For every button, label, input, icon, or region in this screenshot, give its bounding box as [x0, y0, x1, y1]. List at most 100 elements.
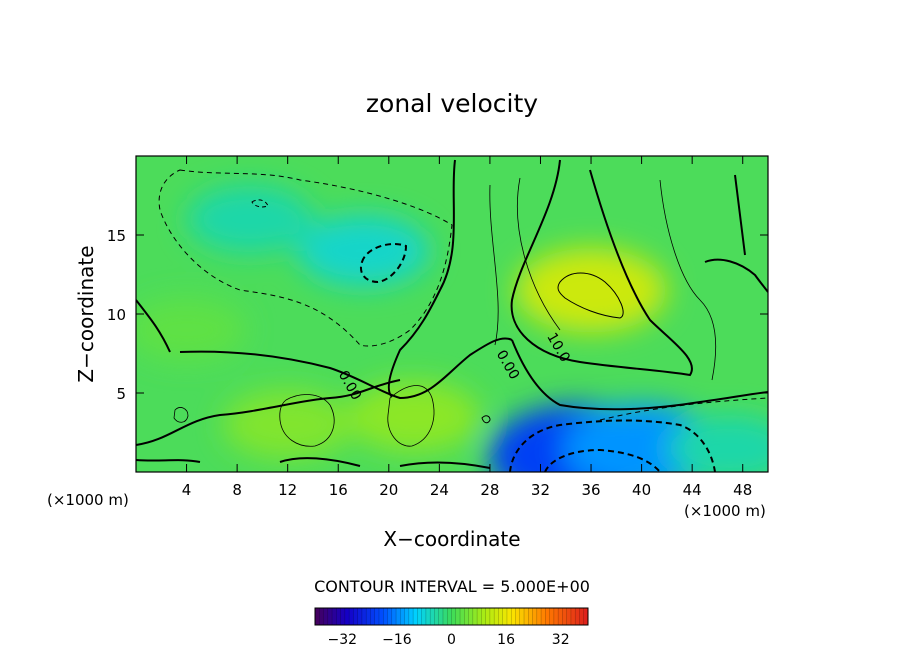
colorbar-cell [374, 608, 380, 625]
colorbar-cell [570, 608, 576, 625]
colorbar-cell [545, 608, 551, 625]
colorbar-cell [532, 608, 538, 625]
colorbar-cell [579, 608, 585, 625]
colorbar-cell [511, 608, 516, 625]
colorbar-cell [447, 608, 452, 625]
contour-interval-text: CONTOUR INTERVAL = 5.000E+00 [314, 577, 590, 596]
colorbar-cell [361, 608, 367, 625]
y-tick-label: 15 [107, 227, 126, 245]
colorbar-cell [506, 608, 512, 625]
x-tick-label: 12 [278, 481, 297, 499]
colorbar-cell [472, 608, 478, 625]
colorbar-tick-label: 16 [497, 632, 515, 648]
field-feature [347, 381, 481, 453]
contour-lines [136, 159, 768, 472]
colorbar-cell [442, 608, 448, 625]
colorbar-cell [536, 608, 542, 625]
x-tick-label: 44 [683, 481, 702, 499]
x-tick-label: 40 [632, 481, 651, 499]
colorbar-cell [566, 608, 572, 625]
colorbar-cell [558, 608, 563, 625]
field-feature [515, 247, 667, 333]
colorbar-cell [438, 608, 444, 625]
x-axis-label: X−coordinate [383, 527, 520, 551]
colorbar-tick-label: −16 [382, 632, 412, 648]
colorbar-cell [485, 608, 491, 625]
field-feature [297, 215, 430, 287]
colorbar-cell [332, 608, 337, 625]
colorbar-cell [460, 608, 465, 625]
colorbar-cell [434, 608, 440, 625]
colorbar-cell [425, 608, 431, 625]
colorbar-cell [378, 608, 384, 625]
colorbar-cell [421, 608, 427, 625]
colorbar-cell [319, 608, 324, 625]
x-tick-label: 4 [182, 481, 192, 499]
x-tick-label: 28 [480, 481, 499, 499]
x-unit-label-right: (×1000 m) [684, 502, 766, 520]
colorbar-tick-label: 32 [552, 632, 570, 648]
x-tick-label: 36 [581, 481, 600, 499]
y-tick-label: 5 [116, 385, 126, 403]
colorbar-cell [383, 608, 388, 625]
colorbar-cell [477, 608, 482, 625]
x-tick-label: 16 [329, 481, 348, 499]
colorbar-cell [400, 608, 405, 625]
x-unit-label-left: (×1000 m) [47, 491, 129, 509]
colorbar-frame [314, 607, 589, 626]
colorbar-cell [357, 608, 363, 625]
colorbar-cell [575, 608, 580, 625]
x-tick-label: 48 [733, 481, 752, 499]
x-tick-label: 24 [430, 481, 449, 499]
colorbar-cell [336, 608, 341, 625]
colorbar-cell [340, 608, 346, 625]
colorbar-cell [366, 608, 371, 625]
colorbar-cell [327, 608, 333, 625]
colorbar: −32 −16 0 16 32 [314, 607, 589, 648]
colorbar-cell [387, 608, 393, 625]
colorbar-cell [391, 608, 397, 625]
colorbar-cell [549, 608, 555, 625]
y-tick-label: 10 [107, 306, 126, 324]
x-tick-label: 8 [232, 481, 242, 499]
colorbar-cell [583, 608, 589, 625]
colorbar-cell [417, 608, 423, 625]
colorbar-tick-label: −32 [328, 632, 358, 648]
x-tick-label: 20 [379, 481, 398, 499]
colorbar-cell [498, 608, 504, 625]
colorbar-cell [413, 608, 418, 625]
colorbar-cell [464, 608, 469, 625]
colorbar-cell [553, 608, 559, 625]
colorbar-cell [451, 608, 457, 625]
colorbar-cell [468, 608, 474, 625]
velocity-field [136, 185, 768, 472]
colorbar-cell [494, 608, 499, 625]
colorbar-cell [344, 608, 350, 625]
field-feature [136, 298, 247, 362]
colorbar-cell [370, 608, 376, 625]
colorbar-cell [481, 608, 487, 625]
field-feature [667, 414, 768, 472]
colorbar-cell [524, 608, 529, 625]
colorbar-cell [528, 608, 533, 625]
field-feature [223, 390, 353, 460]
y-axis-label: Z−coordinate [74, 245, 98, 382]
colorbar-cell [315, 608, 320, 625]
colorbar-cell [408, 608, 414, 625]
colorbar-cell [396, 608, 401, 625]
colorbar-cell [541, 608, 546, 625]
field-feature [186, 185, 313, 253]
colorbar-cell [455, 608, 461, 625]
colorbar-cell [353, 608, 359, 625]
chart-title: zonal velocity [366, 89, 538, 118]
colorbar-cell [349, 608, 354, 625]
colorbar-cell [489, 608, 495, 625]
colorbar-cell [502, 608, 508, 625]
colorbar-cell [515, 608, 521, 625]
colorbar-tick-label: 0 [447, 632, 456, 648]
colorbar-cell [404, 608, 410, 625]
colorbar-cell [430, 608, 435, 625]
x-tick-label: 32 [531, 481, 550, 499]
